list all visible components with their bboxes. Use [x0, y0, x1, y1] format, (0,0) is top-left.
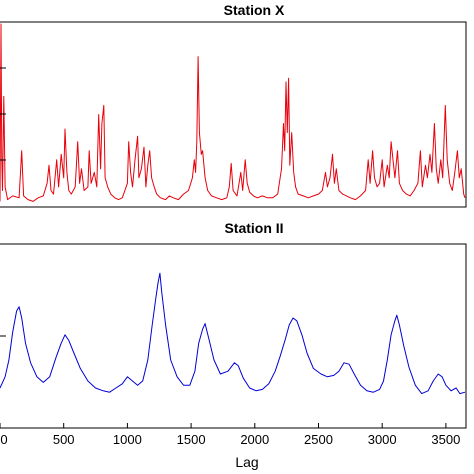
x-tick-label: 2000: [240, 432, 269, 447]
x-tick-label: 1500: [177, 432, 206, 447]
x-tick-label: 500: [53, 432, 75, 447]
chart-title: Station X: [224, 2, 285, 18]
x-tick-label: 2500: [304, 432, 333, 447]
x-tick-label: 3000: [368, 432, 397, 447]
plot-frame: [0, 21, 467, 208]
x-tick-label: 0: [0, 432, 7, 447]
x-axis-label: Lag: [235, 454, 258, 470]
x-axis-ticks: 0 500 1000 1500 2000 2500 3000 3500: [0, 423, 460, 447]
x-tick-label: 1000: [113, 432, 142, 447]
panel-station-ii: Station II 0 500 1000 1500 2000 2500 3000 3500 …: [0, 220, 467, 470]
x-tick-label: 3500: [431, 432, 460, 447]
series-station-x: [0, 23, 466, 202]
chart-title: Station II: [224, 220, 283, 236]
series-station-ii: [0, 272, 466, 395]
plot-frame: [0, 243, 467, 429]
series-line: [0, 272, 466, 395]
panel-station-x: Station X: [0, 2, 467, 208]
series-line: [0, 23, 466, 202]
